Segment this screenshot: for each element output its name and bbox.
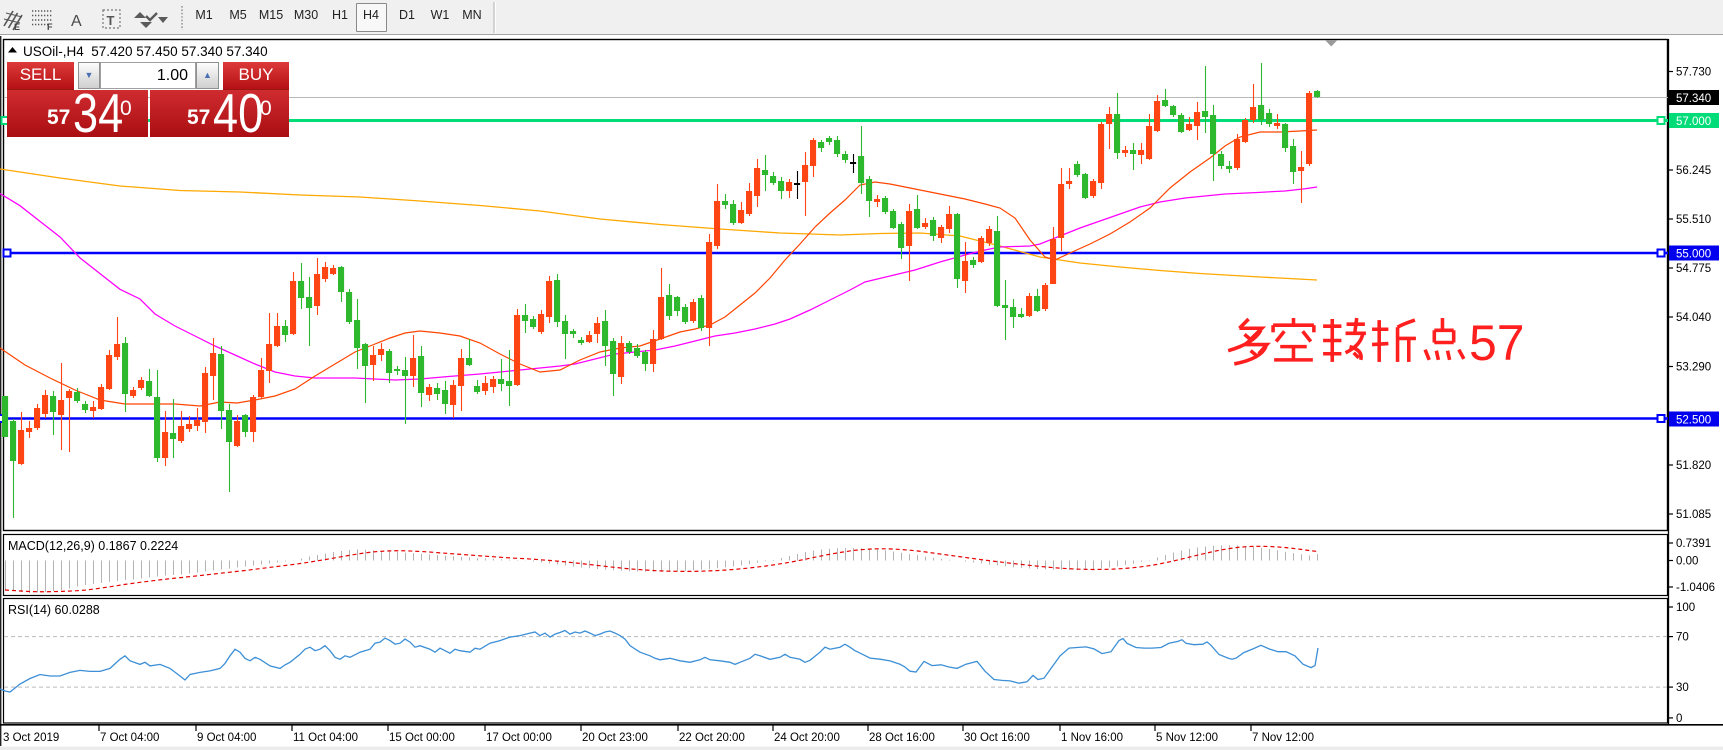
svg-text:22 Oct 20:00: 22 Oct 20:00	[679, 732, 745, 744]
svg-text:55.000: 55.000	[1676, 249, 1711, 261]
svg-text:20 Oct 23:00: 20 Oct 23:00	[582, 732, 648, 744]
svg-text:5 Nov 12:00: 5 Nov 12:00	[1156, 732, 1218, 744]
svg-text:E: E	[14, 22, 20, 32]
svg-text:57.000: 57.000	[1676, 116, 1711, 128]
svg-text:28 Oct 16:00: 28 Oct 16:00	[869, 732, 935, 744]
svg-text:55.510: 55.510	[1676, 214, 1711, 226]
svg-text:F: F	[47, 22, 53, 32]
svg-text:53.290: 53.290	[1676, 362, 1711, 374]
svg-text:0.00: 0.00	[1676, 556, 1698, 568]
svg-text:-1.0406: -1.0406	[1676, 582, 1715, 594]
svg-text:9 Oct 04:00: 9 Oct 04:00	[197, 732, 256, 744]
svg-text:3 Oct 2019: 3 Oct 2019	[3, 732, 59, 744]
svg-text:51.085: 51.085	[1676, 509, 1711, 521]
svg-text:USOil-,H4 57.420 57.450 57.34: USOil-,H4 57.420 57.450 57.340 57.340	[23, 44, 268, 59]
svg-text:RSI(14) 60.0288: RSI(14) 60.0288	[8, 603, 100, 617]
svg-text:30: 30	[1676, 682, 1689, 694]
svg-text:MACD(12,26,9) 0.1867 0.2224: MACD(12,26,9) 0.1867 0.2224	[8, 539, 178, 553]
svg-text:70: 70	[1676, 632, 1689, 644]
svg-text:7 Oct 04:00: 7 Oct 04:00	[100, 732, 159, 744]
svg-text:100: 100	[1676, 602, 1695, 614]
svg-text:0.7391: 0.7391	[1676, 538, 1711, 550]
svg-text:0: 0	[1676, 713, 1682, 725]
svg-text:17 Oct 00:00: 17 Oct 00:00	[486, 732, 552, 744]
svg-text:57: 57	[1469, 315, 1525, 371]
svg-text:11 Oct 04:00: 11 Oct 04:00	[293, 732, 358, 744]
svg-text:54.775: 54.775	[1676, 263, 1711, 275]
svg-text:51.820: 51.820	[1676, 460, 1711, 472]
svg-text:56.245: 56.245	[1676, 165, 1711, 177]
svg-text:52.500: 52.500	[1676, 415, 1711, 427]
svg-text:57.340: 57.340	[1676, 93, 1711, 105]
svg-text:15 Oct 00:00: 15 Oct 00:00	[389, 732, 455, 744]
svg-text:54.040: 54.040	[1676, 312, 1711, 324]
svg-text:57.730: 57.730	[1676, 67, 1711, 79]
svg-text:T: T	[107, 13, 115, 28]
svg-text:A: A	[71, 13, 82, 30]
svg-text:30 Oct 16:00: 30 Oct 16:00	[964, 732, 1030, 744]
svg-text:7 Nov 12:00: 7 Nov 12:00	[1252, 732, 1314, 744]
svg-text:24 Oct 20:00: 24 Oct 20:00	[774, 732, 840, 744]
svg-text:1 Nov 16:00: 1 Nov 16:00	[1061, 732, 1123, 744]
